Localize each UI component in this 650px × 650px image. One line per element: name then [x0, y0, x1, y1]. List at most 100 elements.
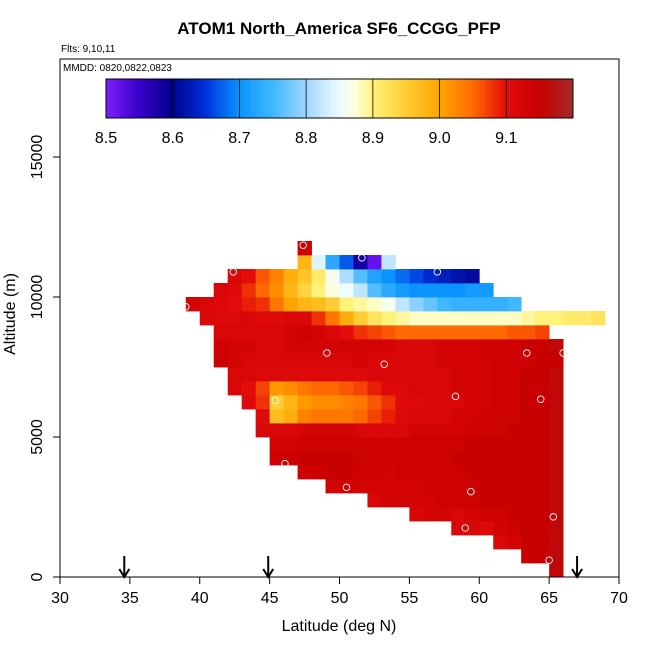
colorbar-segment — [269, 79, 274, 118]
heatmap-cell — [423, 367, 438, 382]
heatmap-cell — [493, 367, 508, 382]
colorbar-segment — [199, 79, 204, 118]
heatmap-cell — [381, 479, 396, 494]
heatmap-cell — [325, 395, 340, 410]
colorbar-segment — [422, 79, 427, 118]
heatmap-cell — [521, 465, 536, 480]
heatmap-cell — [465, 423, 480, 438]
colorbar-segment — [189, 79, 194, 118]
heatmap-cell — [283, 311, 298, 326]
heatmap-cell — [437, 451, 452, 466]
heatmap-cell — [255, 381, 271, 396]
heatmap-cell — [395, 325, 410, 340]
heatmap-cell — [423, 339, 438, 354]
heatmap-cell — [465, 465, 480, 480]
heatmap-cell — [283, 437, 298, 452]
sample-marker — [323, 349, 331, 357]
colorbar-segment — [146, 79, 150, 118]
heatmap-cell — [339, 437, 354, 452]
heatmap-cell — [423, 381, 438, 396]
sample-marker — [229, 268, 238, 276]
colorbar-segment — [152, 79, 157, 118]
sample-marker — [380, 360, 388, 368]
colorbar-segment — [159, 79, 164, 118]
colorbar-segment — [312, 79, 317, 118]
heatmap-cell — [451, 381, 466, 396]
heatmap-cell — [535, 325, 550, 340]
heatmap-cell — [227, 269, 243, 284]
heatmap-cell — [241, 297, 257, 312]
heatmap-cell — [325, 423, 340, 438]
colorbar-segment — [322, 79, 327, 118]
heatmap-cell — [409, 283, 424, 298]
heatmap-cell — [297, 409, 312, 424]
heatmap-cell — [269, 353, 285, 368]
heatmap-cell — [283, 325, 298, 340]
colorbar-segment — [362, 79, 367, 118]
dates-label: MMDD: 0820,0822,0823 — [63, 63, 172, 74]
heatmap-cell — [493, 451, 508, 466]
heatmap-cell — [507, 465, 522, 480]
heatmap-cell — [479, 451, 494, 466]
heatmap-cell — [297, 381, 312, 396]
colorbar-segment — [236, 79, 240, 118]
heatmap-cell — [395, 339, 410, 354]
heatmap-cell — [339, 451, 354, 466]
heatmap-cell — [395, 297, 410, 312]
heatmap-cell — [549, 311, 564, 326]
colorbar-segment — [229, 79, 234, 118]
heatmap-cell — [521, 381, 536, 396]
x-tick-label: 65 — [540, 590, 558, 607]
heatmap-cell — [325, 339, 340, 354]
heatmap-cell — [269, 311, 285, 326]
colorbar-segment — [319, 79, 324, 118]
colorbar-segment — [129, 79, 134, 118]
heatmap-cell — [493, 325, 508, 340]
heatmap-cell — [255, 367, 271, 382]
sample-marker — [467, 487, 475, 496]
heatmap-cell — [521, 325, 536, 340]
heatmap-cell — [395, 353, 410, 368]
heatmap-cell — [367, 493, 382, 508]
heatmap-cell — [521, 521, 536, 536]
heatmap-cell — [521, 451, 536, 466]
colorbar-segment — [262, 79, 267, 118]
x-tick-label: 35 — [121, 590, 139, 607]
heatmap-cell — [381, 381, 396, 396]
colorbar-segment — [442, 79, 447, 118]
heatmap-cell — [339, 367, 354, 382]
heatmap-cell — [297, 423, 312, 438]
colorbar-segment — [536, 79, 541, 118]
heatmap-cell — [549, 535, 564, 550]
sample-marker — [342, 483, 351, 492]
heatmap-cell — [465, 353, 480, 368]
y-axis-label: Altitude (m) — [2, 273, 19, 355]
heatmap-cell — [297, 325, 312, 340]
colorbar-segment — [219, 79, 224, 118]
colorbar-segment — [329, 79, 334, 118]
heatmap-cell — [381, 311, 396, 326]
heatmap-cell — [437, 493, 452, 508]
heatmap-cell — [437, 367, 452, 382]
heatmap-cell — [311, 423, 326, 438]
heatmap-cell — [381, 465, 396, 480]
heatmap-cell — [437, 395, 452, 410]
heatmap-cell — [549, 395, 564, 410]
heatmap-cell — [437, 479, 452, 494]
heatmap-cell — [269, 409, 285, 424]
heatmap-cell — [465, 381, 480, 396]
heatmap-cell — [297, 297, 312, 312]
heatmap-cell — [269, 297, 285, 312]
sample-marker — [358, 254, 366, 262]
heatmap-cell — [311, 269, 326, 284]
heatmap-cell — [367, 465, 382, 480]
heatmap-cell — [395, 367, 410, 382]
y-tick-label: 5000 — [29, 419, 46, 455]
colorbar-segment — [472, 79, 477, 118]
colorbar-segment — [492, 79, 497, 118]
heatmap-cell — [409, 353, 424, 368]
heatmap-cell — [339, 409, 354, 424]
colorbar-segment — [506, 79, 511, 118]
heatmap-cell — [339, 325, 354, 340]
